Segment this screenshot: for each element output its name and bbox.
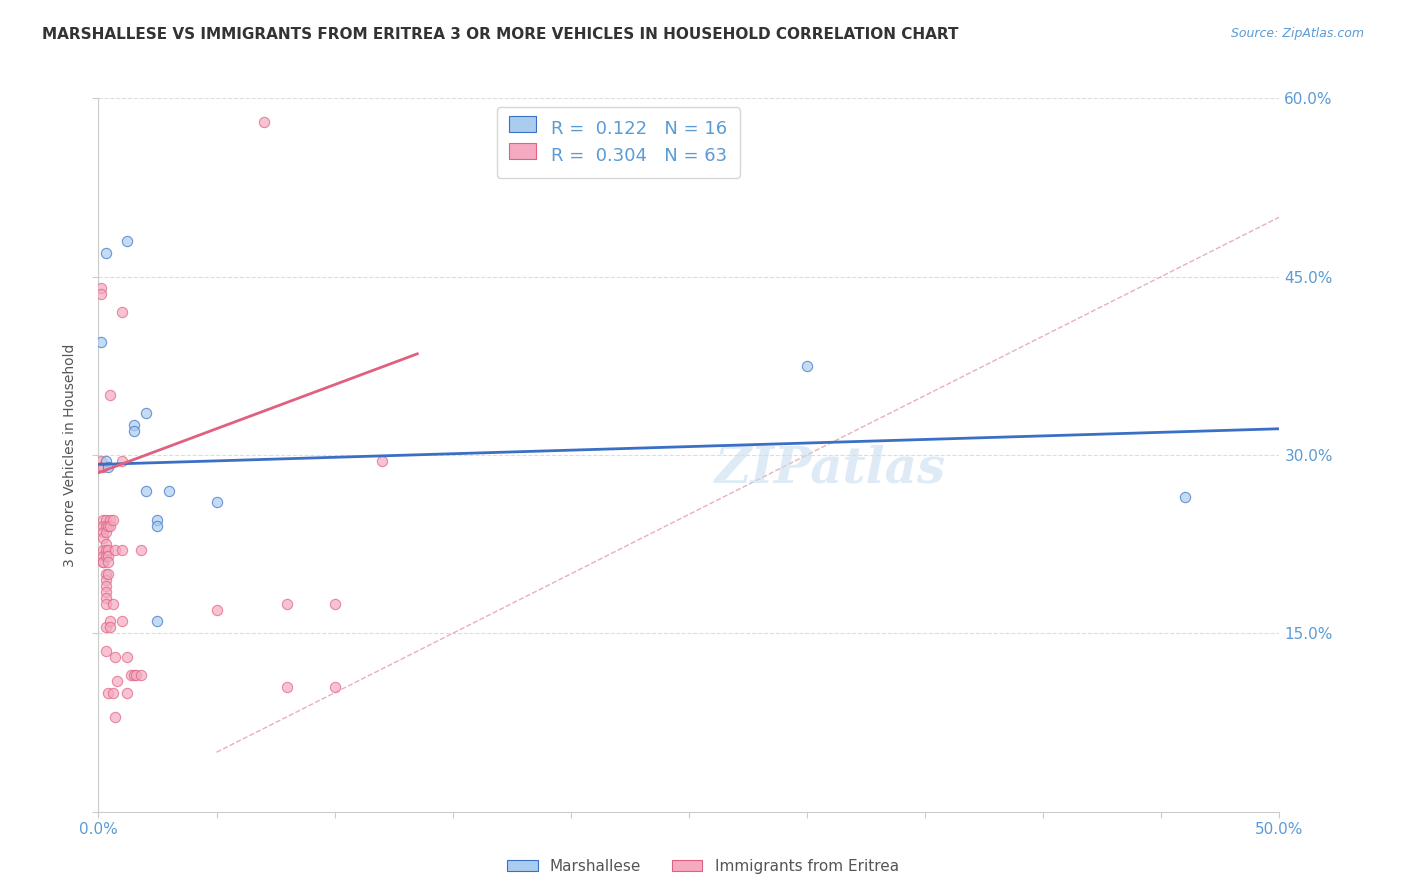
- Point: [97, 459, 120, 474]
- Point: [94, 591, 117, 605]
- Point: [98, 519, 121, 533]
- Point: [253, 115, 276, 129]
- Point: [796, 359, 818, 373]
- Point: [91, 459, 114, 474]
- Text: ZIPatlas: ZIPatlas: [716, 445, 946, 493]
- Point: [121, 668, 143, 682]
- Point: [111, 543, 134, 558]
- Point: [129, 543, 152, 558]
- Point: [91, 543, 114, 558]
- Point: [97, 519, 120, 533]
- Point: [90, 281, 112, 295]
- Point: [94, 597, 117, 611]
- Point: [105, 673, 128, 688]
- Point: [111, 305, 134, 319]
- Point: [94, 549, 117, 563]
- Legend: Marshallese, Immigrants from Eritrea: Marshallese, Immigrants from Eritrea: [501, 853, 905, 880]
- Point: [94, 513, 117, 527]
- Point: [276, 597, 298, 611]
- Point: [98, 513, 121, 527]
- Point: [97, 543, 120, 558]
- Point: [276, 680, 298, 694]
- Point: [98, 615, 121, 629]
- Point: [111, 615, 134, 629]
- Point: [101, 513, 124, 527]
- Point: [94, 245, 117, 260]
- Point: [104, 709, 127, 723]
- Point: [323, 680, 346, 694]
- Point: [91, 549, 114, 563]
- Point: [90, 334, 112, 349]
- Point: [104, 650, 127, 665]
- Point: [135, 406, 157, 420]
- Point: [91, 555, 114, 569]
- Point: [101, 597, 124, 611]
- Point: [94, 584, 117, 599]
- Point: [146, 519, 169, 533]
- Point: [97, 555, 120, 569]
- Point: [90, 454, 112, 468]
- Point: [90, 287, 112, 301]
- Text: MARSHALLESE VS IMMIGRANTS FROM ERITREA 3 OR MORE VEHICLES IN HOUSEHOLD CORRELATI: MARSHALLESE VS IMMIGRANTS FROM ERITREA 3…: [42, 27, 959, 42]
- Point: [98, 620, 121, 634]
- Point: [94, 620, 117, 634]
- Point: [129, 668, 152, 682]
- Point: [135, 483, 157, 498]
- Point: [97, 686, 120, 700]
- Point: [90, 459, 112, 474]
- Point: [94, 519, 117, 533]
- Point: [323, 597, 346, 611]
- Y-axis label: 3 or more Vehicles in Household: 3 or more Vehicles in Household: [63, 343, 77, 566]
- Point: [98, 388, 121, 402]
- Point: [146, 513, 169, 527]
- Point: [104, 543, 127, 558]
- Point: [122, 418, 145, 433]
- Point: [101, 686, 124, 700]
- Point: [157, 483, 180, 498]
- Point: [91, 555, 114, 569]
- Point: [94, 579, 117, 593]
- Point: [371, 454, 394, 468]
- Point: [94, 573, 117, 587]
- Point: [111, 454, 134, 468]
- Point: [115, 686, 138, 700]
- Point: [94, 537, 117, 551]
- Point: [94, 644, 117, 658]
- Point: [94, 543, 117, 558]
- Point: [91, 519, 114, 533]
- Point: [1174, 490, 1197, 504]
- Point: [122, 668, 145, 682]
- Point: [125, 668, 148, 682]
- Point: [91, 531, 114, 545]
- Point: [122, 424, 145, 438]
- Point: [146, 615, 169, 629]
- Point: [94, 454, 117, 468]
- Point: [91, 513, 114, 527]
- Text: Source: ZipAtlas.com: Source: ZipAtlas.com: [1230, 27, 1364, 40]
- Point: [94, 566, 117, 581]
- Legend: R =  0.122   N = 16, R =  0.304   N = 63: R = 0.122 N = 16, R = 0.304 N = 63: [496, 107, 740, 178]
- Point: [205, 495, 228, 509]
- Point: [115, 650, 138, 665]
- Point: [97, 549, 120, 563]
- Point: [205, 602, 228, 616]
- Point: [97, 566, 120, 581]
- Point: [94, 525, 117, 540]
- Point: [115, 234, 138, 248]
- Point: [91, 525, 114, 540]
